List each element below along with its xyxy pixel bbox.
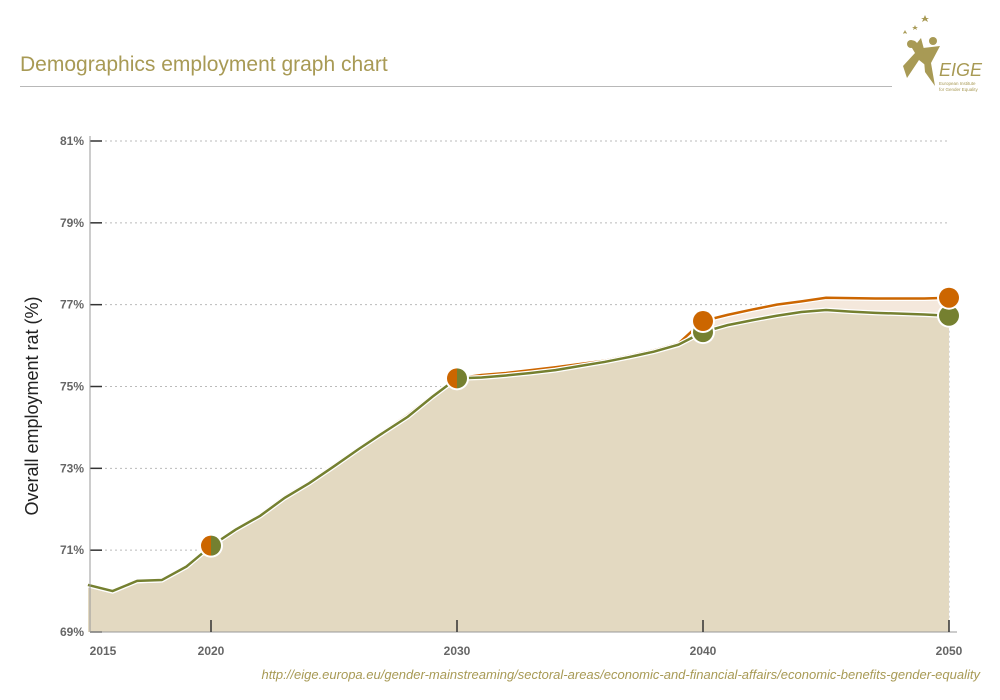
marker-green (939, 305, 959, 326)
eige-logo: EIGE European Institute for Gender Equal… (903, 15, 983, 92)
x-tick-label: 2020 (198, 644, 225, 658)
logo-text: EIGE (939, 60, 983, 80)
marker-orange (939, 287, 959, 308)
x-tick-label: 2030 (444, 644, 471, 658)
page-title: Demographics employment graph chart (20, 53, 388, 76)
area-fill-lower (88, 309, 949, 632)
series-line-green (87, 308, 950, 593)
x-tick-label: 2050 (936, 644, 963, 658)
y-tick-label: 81% (60, 134, 84, 148)
svg-text:for Gender Equality: for Gender Equality (939, 87, 979, 92)
title-divider (20, 86, 892, 87)
y-tick-label: 69% (60, 625, 84, 639)
y-tick-label: 75% (60, 380, 84, 394)
y-axis-label: Overall employment rat (%) (22, 296, 42, 515)
y-tick-label: 73% (60, 461, 84, 475)
marker-green (211, 535, 221, 556)
y-tick-label: 77% (60, 298, 84, 312)
x-tick-label: 2040 (690, 644, 717, 658)
marker-orange (447, 368, 457, 389)
x-tick-label: 2015 (90, 644, 117, 658)
svg-text:European Institute: European Institute (939, 81, 976, 86)
y-tick-label: 71% (60, 543, 84, 557)
marker-orange (201, 535, 211, 556)
marker-green (457, 368, 467, 389)
y-tick-label: 79% (60, 216, 84, 230)
source-link[interactable]: http://eige.europa.eu/gender-mainstreami… (261, 667, 980, 682)
marker-orange (693, 311, 713, 332)
